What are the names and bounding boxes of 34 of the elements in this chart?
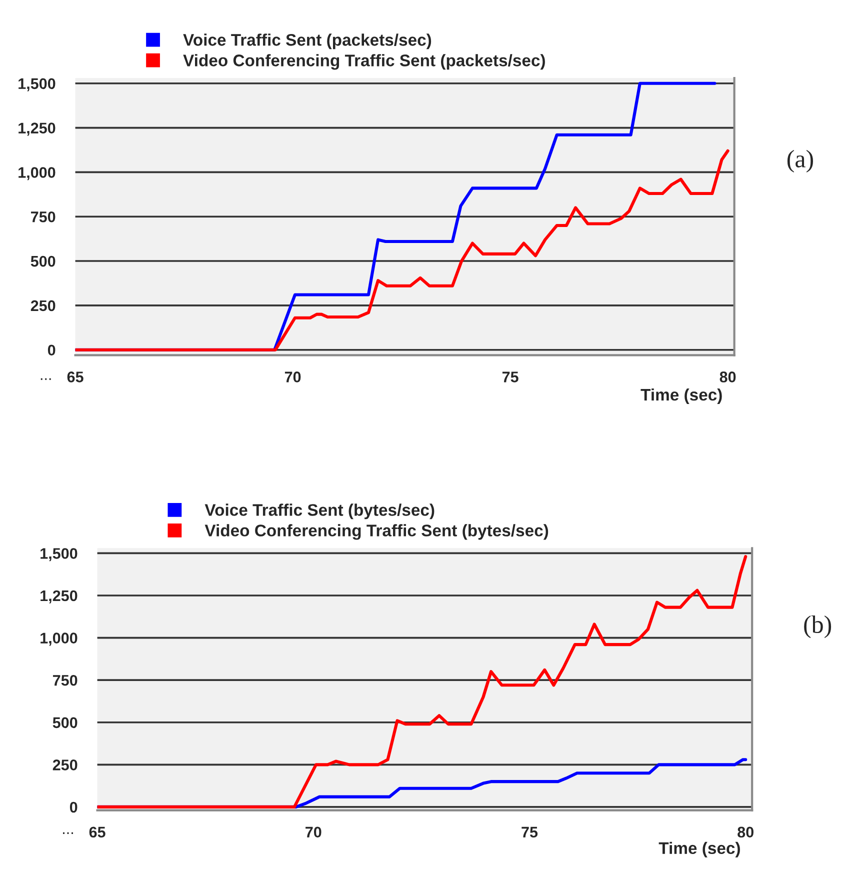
y-tick-label: 500 <box>52 717 78 728</box>
x-tick-label: 70 <box>306 826 322 838</box>
x-tick-label: 75 <box>502 372 518 382</box>
y-tick-label: 500 <box>30 256 56 267</box>
legend-label: Voice Traffic Sent (packets/sec) <box>183 34 432 50</box>
y-tick-label: 1,250 <box>40 590 78 604</box>
line-series <box>75 149 730 352</box>
x-axis-title: Time (sec) <box>658 842 740 858</box>
y-tick-label: 1,500 <box>18 78 56 92</box>
y-tick-label: 1,250 <box>18 122 56 136</box>
y-tick-label: 750 <box>31 211 56 222</box>
line-series <box>97 555 748 808</box>
y-tick-label: 1,000 <box>18 167 56 180</box>
y-tick-label: 0 <box>70 802 78 813</box>
y-tick-label: 1,500 <box>40 548 78 562</box>
legend-label: Video Conferencing Traffic Sent (packets/sec) <box>183 54 545 70</box>
y-tick-label: 250 <box>30 300 56 312</box>
x-tick-label: 70 <box>284 372 301 382</box>
x-tick-label: 65 <box>89 826 106 838</box>
x-tick-label: 80 <box>738 826 754 838</box>
x-tick-label: 80 <box>720 372 736 382</box>
text: ... <box>40 378 51 380</box>
text: (a) <box>787 150 814 173</box>
y-tick-label: 250 <box>52 760 78 770</box>
x-tick-label: 65 <box>67 372 84 382</box>
legend-label: Voice Traffic Sent (bytes/sec) <box>204 504 434 520</box>
x-tick-label: 75 <box>522 826 538 838</box>
y-tick-label: 1,000 <box>40 632 78 646</box>
y-tick-label: 0 <box>48 344 56 356</box>
text: (b) <box>804 615 832 638</box>
x-axis-title: Time (sec) <box>640 388 722 404</box>
y-tick-label: 750 <box>53 674 78 686</box>
text: ... <box>63 832 73 834</box>
legend-label: Video Conferencing Traffic Sent (bytes/sec) <box>204 524 548 540</box>
